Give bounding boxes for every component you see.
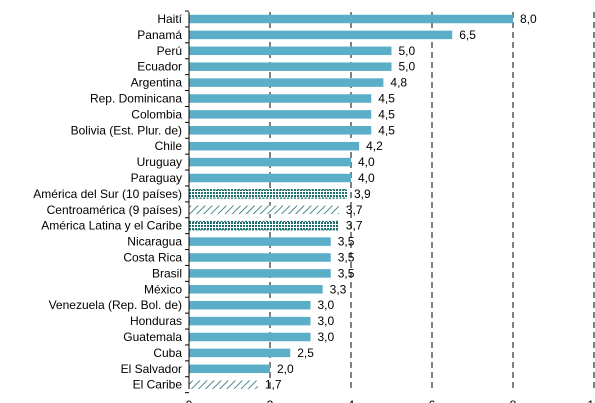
- bar-3: [189, 62, 392, 71]
- value-label-11: 3,9: [354, 187, 371, 201]
- category-label-6: Colombia: [131, 107, 182, 121]
- bar-19: [189, 316, 311, 326]
- category-label-20: Guatemala: [123, 330, 182, 344]
- category-label-8: Chile: [155, 139, 183, 153]
- value-label-13: 3,7: [346, 219, 363, 233]
- bar-10: [189, 173, 351, 183]
- category-label-0: Haití: [157, 12, 182, 26]
- value-label-19: 3,0: [318, 314, 335, 328]
- value-label-18: 3,0: [318, 298, 335, 312]
- x-tick-label-0: 0: [186, 398, 193, 403]
- category-label-12: Centroamérica (9 países): [47, 203, 182, 217]
- category-label-19: Honduras: [130, 314, 182, 328]
- value-label-16: 3,5: [338, 266, 355, 280]
- category-label-10: Paraguay: [131, 171, 182, 185]
- bar-4: [189, 78, 384, 87]
- bar-15: [189, 253, 331, 262]
- bar-22: [189, 364, 270, 374]
- bar-8: [189, 141, 360, 151]
- value-label-20: 3,0: [318, 330, 335, 344]
- bar-5: [189, 94, 372, 103]
- x-tick-label-10: 10: [587, 398, 595, 403]
- bar-13: [189, 221, 339, 230]
- category-label-11: América del Sur (10 países): [33, 187, 182, 201]
- tick-labels: 0 2 4 6 8 10: [186, 398, 595, 403]
- value-label-12: 3,7: [346, 203, 363, 217]
- bar-23: [189, 380, 258, 389]
- category-label-23: El Caribe: [133, 378, 183, 392]
- value-label-8: 4,2: [366, 139, 383, 153]
- value-label-1: 6,5: [459, 28, 476, 42]
- value-label-0: 8,0: [520, 12, 537, 26]
- value-label-2: 5,0: [399, 44, 416, 58]
- bar-12: [189, 205, 339, 215]
- value-label-17: 3,3: [330, 282, 347, 296]
- category-label-1: Panamá: [137, 28, 182, 42]
- value-label-10: 4,0: [358, 171, 375, 185]
- category-label-16: Brasil: [152, 266, 182, 280]
- category-label-7: Bolivia (Est. Plur. de): [71, 123, 182, 137]
- category-label-2: Perú: [157, 44, 182, 58]
- bar-0: [189, 14, 513, 24]
- bar-1: [189, 30, 453, 40]
- value-label-14: 3,5: [338, 235, 355, 249]
- bar-9: [189, 157, 351, 167]
- category-labels: Haití Panamá Perú Ecuador Argentina Rep. Domi…: [33, 12, 182, 392]
- bar-2: [189, 46, 392, 56]
- category-label-5: Rep. Dominicana: [90, 92, 182, 106]
- bar-17: [189, 285, 323, 294]
- value-label-4: 4,8: [390, 76, 407, 90]
- value-label-9: 4,0: [358, 155, 375, 169]
- bar-21: [189, 348, 291, 358]
- bar-18: [189, 300, 311, 310]
- value-label-5: 4,5: [378, 92, 395, 106]
- category-label-9: Uruguay: [137, 155, 182, 169]
- category-label-17: México: [144, 282, 182, 296]
- value-label-6: 4,5: [378, 107, 395, 121]
- category-label-3: Ecuador: [137, 60, 182, 74]
- x-tick-label-6: 6: [429, 398, 436, 403]
- category-label-22: El Salvador: [121, 362, 182, 376]
- value-label-22: 2,0: [277, 362, 294, 376]
- bar-7: [189, 126, 372, 135]
- value-label-3: 5,0: [399, 60, 416, 74]
- bars: [189, 14, 513, 389]
- value-label-23: 1,7: [265, 378, 282, 392]
- axes: [185, 10, 190, 394]
- category-label-13: América Latina y el Caribe: [41, 219, 182, 233]
- x-tick-label-4: 4: [348, 398, 355, 403]
- bar-11: [189, 189, 347, 199]
- grid-lines: [269, 12, 595, 389]
- value-label-21: 2,5: [297, 346, 314, 360]
- value-label-15: 3,5: [338, 251, 355, 265]
- bar-20: [189, 332, 311, 342]
- x-tick-label-2: 2: [267, 398, 274, 403]
- category-label-15: Costa Rica: [123, 251, 182, 265]
- bar-6: [189, 110, 372, 119]
- category-label-14: Nicaragua: [127, 235, 182, 249]
- category-label-18: Venezuela (Rep. Bol. de): [49, 298, 182, 312]
- value-label-7: 4,5: [378, 123, 395, 137]
- category-label-4: Argentina: [131, 76, 183, 90]
- category-label-21: Cuba: [153, 346, 182, 360]
- x-tick-label-8: 8: [510, 398, 517, 403]
- bar-14: [189, 237, 331, 246]
- bar-16: [189, 269, 331, 278]
- value-labels: 8,06,55,05,04,84,54,54,54,24,04,03,93,73…: [265, 12, 537, 392]
